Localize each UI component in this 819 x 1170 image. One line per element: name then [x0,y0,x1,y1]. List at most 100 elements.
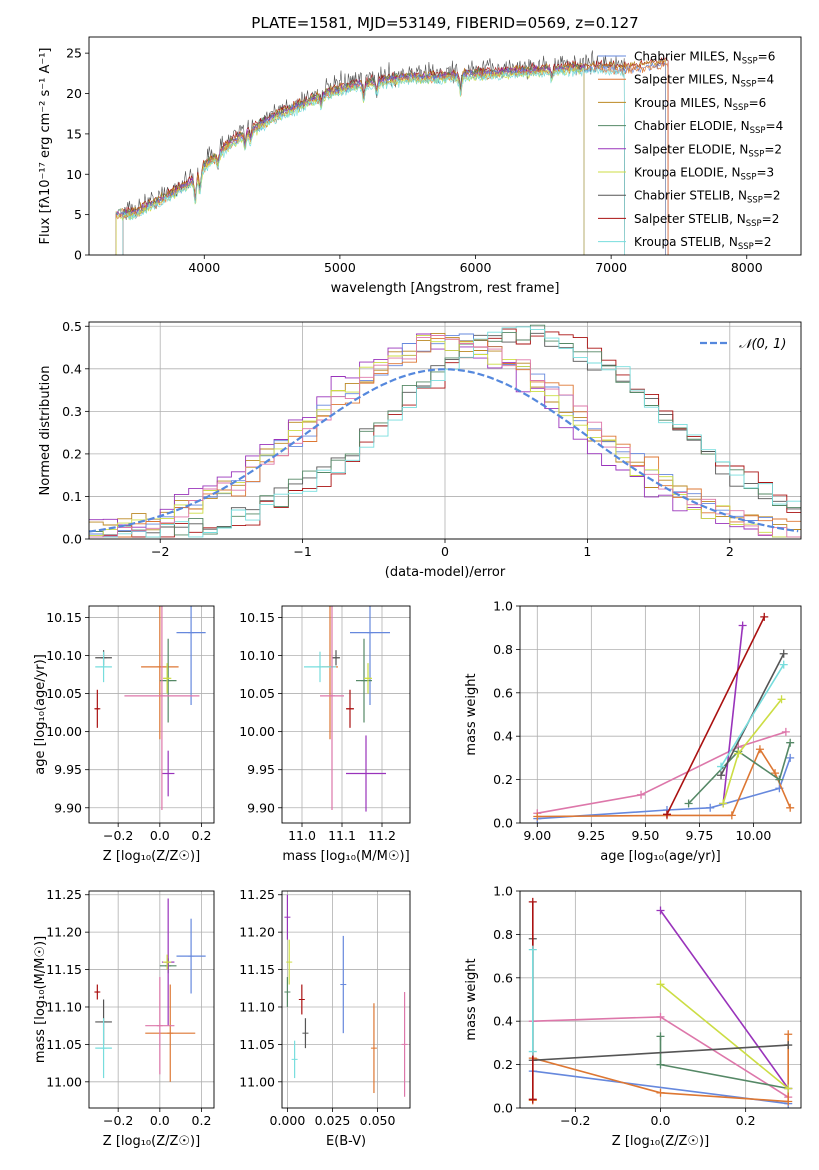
y-tick-label: 11.15 [239,962,275,977]
series-marker [717,762,726,771]
x-tick-label: 0.2 [192,828,212,843]
x-tick-label: 9.25 [577,828,605,843]
ticks: 11.0 11.1 11.2 9.90 9.95 10.00 10.05 10.10 10.15 [239,610,396,843]
grid [89,322,801,540]
legend-nssp: =2 [762,212,780,226]
plot-area [528,897,793,1108]
y-tick-label: 9.95 [54,762,82,777]
series-marker [533,812,542,821]
x-tick-label: −2 [151,544,169,559]
y-tick-label: 11.00 [239,1074,275,1089]
y-tick-label: 11.25 [46,887,82,902]
y-tick-label: 10.15 [46,610,82,625]
series-marker [528,1095,537,1104]
y-tick-label: 25 [66,46,82,61]
legend-label: 𝒩(0, 1) [739,337,786,352]
legend-nssp: =2 [763,189,781,203]
spectrum-line [115,58,666,255]
series-marker [734,749,743,758]
x-axis-label: mass [log₁₀(M/M☉)] [282,849,409,864]
legend-label: Kroupa ELODIE, NSSP=3 [634,166,774,183]
series-marker [786,753,795,762]
x-tick-label: 1 [583,544,591,559]
spectrum-line [122,67,625,255]
x-tick-label: 0.0 [651,1113,671,1128]
y-tick-label: 10.10 [239,648,275,663]
ticks: −0.2 0.0 0.2 9.90 9.95 10.00 10.05 10.10 10.15 [46,610,211,843]
histogram-step [89,326,801,538]
spectrum-line [115,62,669,255]
series-line [688,742,791,805]
y-tick-label: 10.00 [46,724,82,739]
x-tick-label: −0.2 [103,1113,133,1128]
histogram-step [89,335,801,538]
plot-area [94,898,206,1082]
x-tick-label: 5000 [324,260,356,275]
y-tick-label: 0.2 [62,446,82,461]
series-marker [779,649,788,658]
x-tick-label: 10.00 [736,828,772,843]
x-axis-label: (data-model)/error [385,565,506,580]
series-marker [784,1084,793,1093]
x-tick-label: 11.2 [368,828,396,843]
y-tick-label: 10.00 [239,724,275,739]
y-tick-label: 1.0 [493,599,513,614]
legend: 𝒩(0, 1) [700,337,786,352]
y-tick-label: 0.6 [493,685,513,700]
y-tick-label: 0.2 [493,772,513,787]
plot-area [284,894,408,1097]
x-axis-label: Z [log₁₀(Z/Z☉)] [612,1134,709,1149]
grid [89,891,214,1108]
y-tick-label: 11.20 [239,925,275,940]
y-tick-label: 11.20 [46,925,82,940]
axes-frame [88,321,802,540]
y-tick-label: 0.0 [493,1101,513,1116]
ticks: −0.2 0.0 0.2 11.00 11.05 11.10 11.15 11.20 11.25 [46,887,211,1128]
series-line [659,983,789,1090]
series-marker [656,1088,665,1097]
axes-frame [88,605,215,824]
x-tick-label: 0 [441,544,449,559]
ticks: 4000 5000 6000 7000 8000 0 5 10 15 20 25 [66,46,763,275]
y-tick-label: 10.10 [46,648,82,663]
legend-nssp: =2 [754,235,772,249]
y-tick-label: 1.0 [493,884,513,899]
x-axis-label: E(B-V) [326,1134,366,1149]
y-tick-label: 10.05 [46,686,82,701]
plot-area [533,612,795,823]
axes-frame [519,890,802,1109]
x-axis-label: age [log₁₀(age/yr)] [600,849,721,864]
legend-label: Salpeter STELIB, NSSP=2 [634,212,779,229]
figure-title: PLATE=1581, MJD=53149, FIBERID=0569, z=0… [251,14,638,32]
spectrum-line [115,62,585,255]
x-tick-label: 9.50 [631,828,659,843]
x-tick-label: 0.050 [360,1113,396,1128]
y-tick-label: 0.6 [493,970,513,985]
series-marker [784,1041,793,1050]
mass-vs-ebv-panel: 0.000 0.025 0.050 11.00 11.05 11.10 11.15 11.20… [239,887,411,1149]
y-axis-label: age [log₁₀(age/yr)] [33,654,48,775]
x-tick-label: 0.025 [315,1113,351,1128]
x-tick-label: 9.00 [523,828,551,843]
series-marker [637,790,646,799]
y-tick-label: 11.05 [239,1037,275,1052]
y-tick-label: 11.05 [46,1037,82,1052]
x-tick-label: 9.75 [685,828,713,843]
series-marker [719,799,728,808]
series-marker [760,612,769,621]
x-tick-label: 8000 [731,260,763,275]
y-axis-label: mass weight [464,673,479,755]
x-tick-label: 0.2 [192,1113,212,1128]
y-axis-label: Flux [fλ10⁻¹⁷ erg cm⁻² s⁻¹ A⁻¹] [38,48,53,245]
x-tick-label: 0.0 [150,828,170,843]
series-marker [777,695,786,704]
series-line [722,625,744,804]
y-tick-label: 11.15 [46,962,82,977]
legend-nssp: =4 [766,119,784,133]
legend-label: Salpeter MILES, NSSP=4 [634,73,774,90]
ticks: 0.000 0.025 0.050 11.00 11.05 11.10 11.15 11.20… [239,887,395,1128]
series-marker [717,771,726,780]
histogram-step [89,335,801,538]
ticks: 9.00 9.25 9.50 9.75 10.00 0.0 0.2 0.4 0.6 0.8 1.0 [493,599,771,844]
y-tick-label: 10.15 [239,610,275,625]
